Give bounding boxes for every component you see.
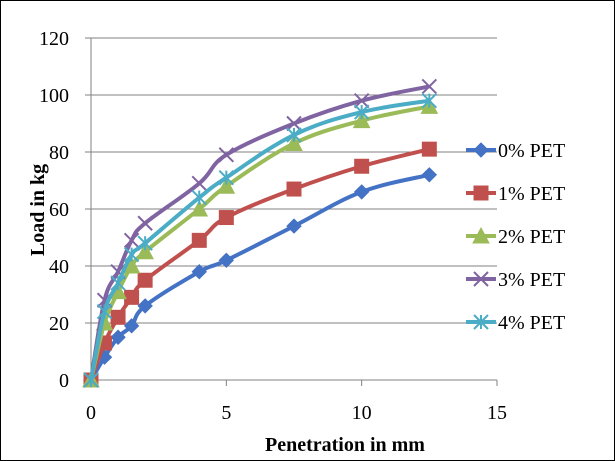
series-line-1 [89,147,430,381]
tick-labels: 0 20 40 60 80 100 120 0 5 10 15 [39,28,507,424]
series-4 [83,92,438,388]
y-tick-label-80: 80 [49,142,69,164]
data-point-4-7 [286,127,302,143]
legend-item-2: 2% PET [466,226,565,248]
legend-marker-0 [473,142,489,158]
data-point-4-8 [353,104,370,120]
data-point-2-7 [285,134,303,151]
series-3 [83,78,438,388]
data-point-1-6 [218,210,234,226]
series-line-0 [89,172,430,382]
legend-item-3: 3% PET [466,269,565,291]
axes [85,37,498,386]
series-line-4 [89,98,430,381]
legend-marker-2 [472,226,490,244]
y-tick-label-60: 60 [49,199,69,221]
data-point-0-5 [191,263,207,280]
data-point-4-1 [96,303,113,320]
series-line-2 [89,104,430,381]
x-tick-label-10: 10 [352,402,372,424]
legend-item-1: 1% PET [466,183,565,205]
data-point-4-3 [123,246,140,263]
legend: 0% PET 1% PET 2% PET 3% PET 4% PET [466,140,565,334]
data-point-4-6 [218,169,235,186]
data-point-1-9 [421,141,437,157]
data-point-2-8 [352,111,371,129]
data-point-3-6 [218,147,235,163]
y-tick-label-0: 0 [59,370,69,392]
x-axis-title: Penetration in mm [265,434,425,456]
data-point-3-7 [286,115,302,132]
data-point-1-8 [354,158,370,174]
x-tick-label-0: 0 [86,402,96,424]
data-point-2-6 [217,177,236,194]
data-point-2-4 [136,242,154,260]
data-point-0-6 [218,252,235,269]
legend-marker-1 [473,185,489,201]
data-point-0-2 [110,329,126,345]
x-tick-label-15: 15 [487,402,507,424]
data-point-0-9 [421,167,438,183]
data-point-1-4 [137,272,153,288]
data-point-2-5 [190,199,209,217]
series-1 [83,141,437,388]
data-point-3-4 [137,215,153,231]
legend-label-2: 2% PET [498,226,565,248]
series-line-3 [89,84,430,381]
y-tick-label-20: 20 [49,313,69,335]
data-point-3-3 [123,232,140,249]
legend-item-0: 0% PET [466,140,565,162]
data-point-0-7 [286,218,302,234]
legend-label-3: 3% PET [498,269,565,291]
data-point-0-3 [123,318,140,334]
y-tick-label-40: 40 [49,256,69,278]
data-point-1-5 [191,232,207,248]
data-point-4-4 [137,235,153,251]
legend-marker-3 [473,271,489,287]
y-tick-label-100: 100 [39,85,69,107]
y-tick-label-120: 120 [39,28,69,50]
gridlines [91,37,497,324]
legend-label-1: 1% PET [498,183,565,205]
data-point-4-0 [83,372,99,388]
data-point-0-8 [353,184,370,200]
data-point-4-2 [110,275,126,291]
data-point-3-5 [191,175,207,192]
legend-label-0: 0% PET [498,140,565,162]
series-layer [82,78,439,388]
data-point-3-8 [353,92,370,109]
data-point-0-4 [137,298,153,314]
legend-marker-4 [473,314,489,330]
x-tick-label-5: 5 [221,402,231,424]
data-point-1-3 [124,289,140,305]
y-axis-title: Load in kg [27,164,49,256]
data-point-3-9 [421,78,438,95]
legend-label-4: 4% PET [498,312,565,334]
data-point-1-2 [110,309,126,325]
data-point-1-7 [286,181,302,197]
data-point-4-9 [421,92,438,109]
data-point-4-5 [191,189,207,206]
legend-item-4: 4% PET [466,312,565,334]
